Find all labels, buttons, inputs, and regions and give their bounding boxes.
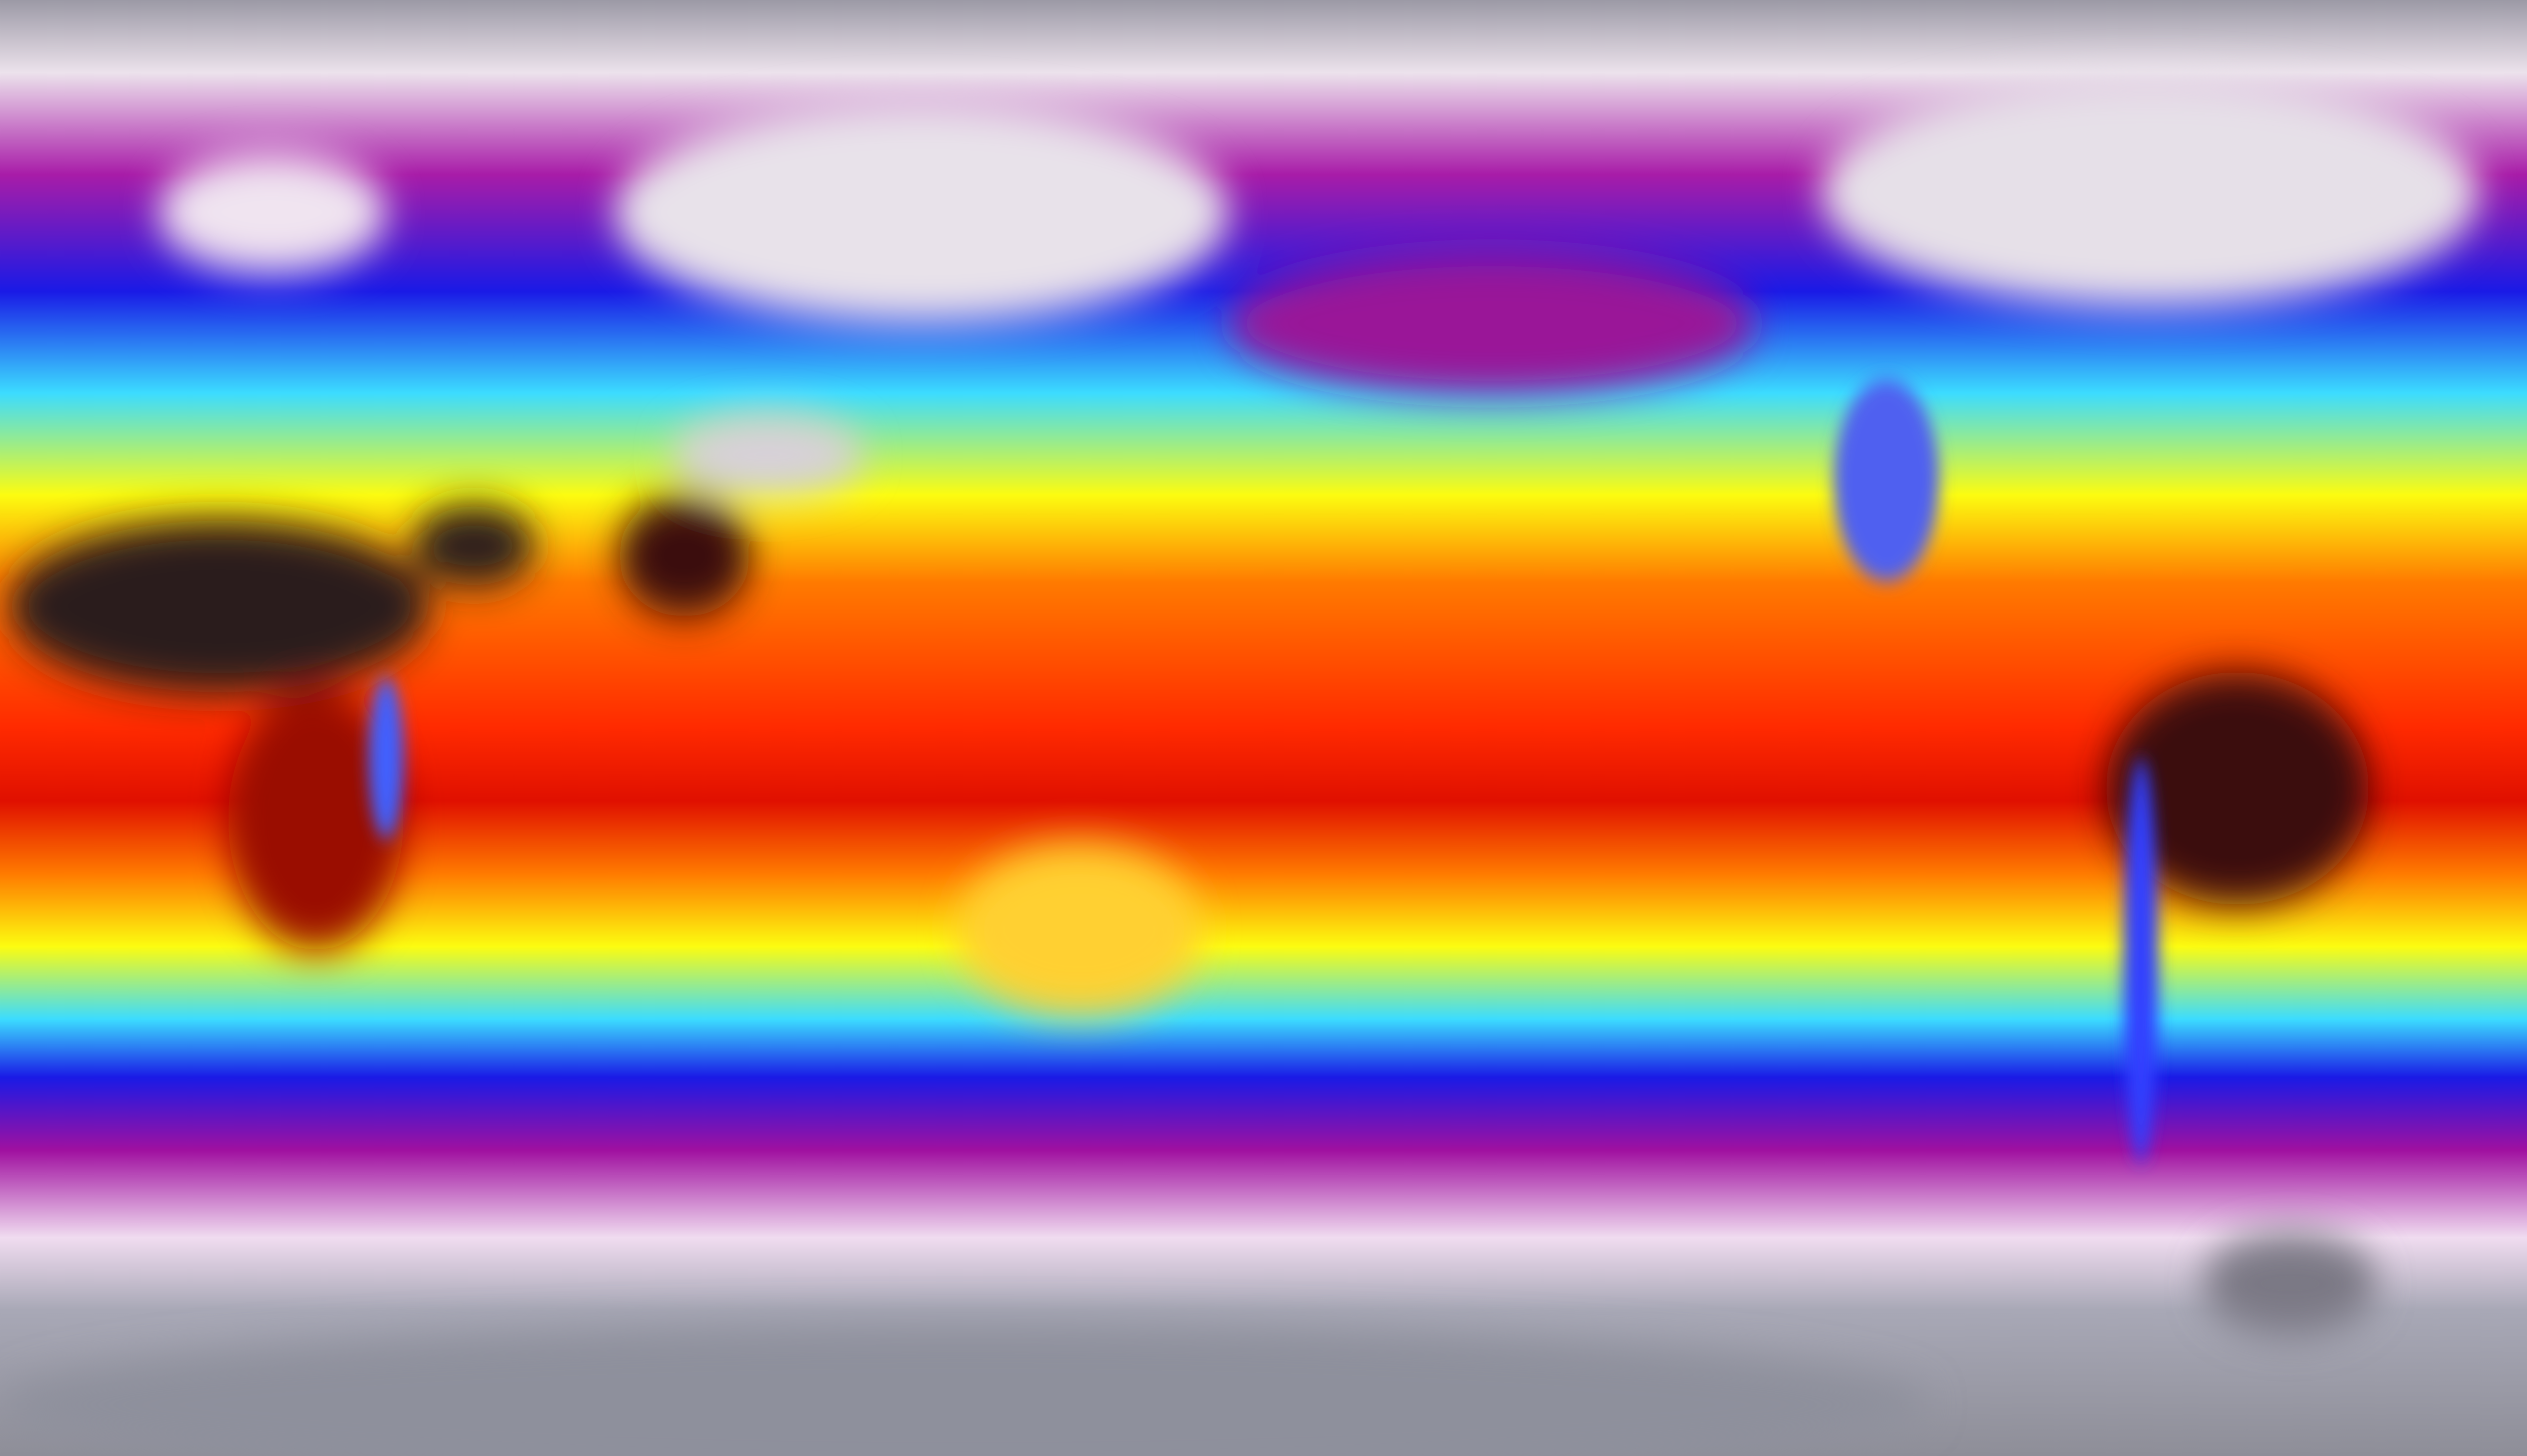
andes-cold: [2123, 758, 2159, 1162]
land-features: [0, 76, 2479, 1456]
rockies-cold: [1834, 379, 1939, 581]
sahara-hot: [9, 521, 430, 692]
east-africa-highlands: [368, 677, 404, 839]
north-pacific-magenta: [1228, 253, 1755, 394]
coastline-details: [368, 379, 2159, 1162]
north-america-cold: [1820, 76, 2479, 308]
siberia-cold: [614, 101, 1229, 323]
greenland-cold: [158, 152, 386, 273]
central-africa-hot: [228, 687, 404, 950]
amazon-hot: [2105, 672, 2369, 905]
arabia-hot: [412, 505, 536, 586]
tibet-cold: [671, 414, 865, 495]
india-hot: [618, 495, 751, 617]
antarctic-peninsula: [2202, 1233, 2378, 1334]
antarctica-cold: [0, 1324, 1930, 1456]
australia-warm: [956, 844, 1202, 1016]
